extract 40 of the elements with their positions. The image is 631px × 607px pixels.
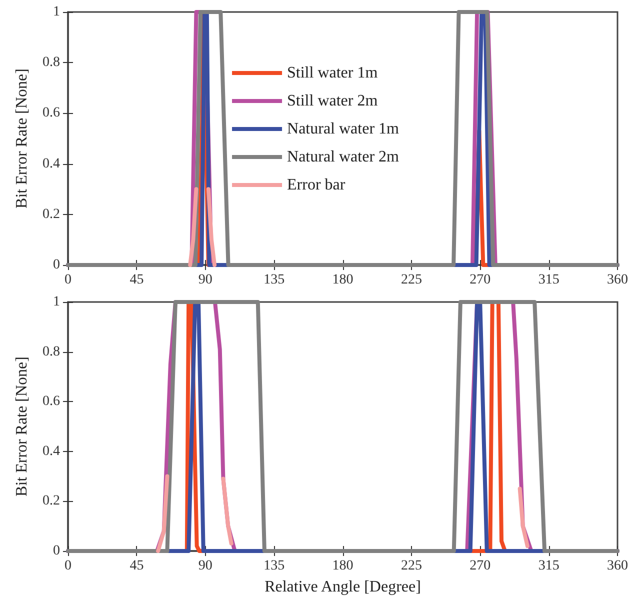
- legend-label: Still water 2m: [287, 92, 378, 110]
- x-tick-label: 225: [400, 272, 422, 288]
- y-tick-label: 0.6: [42, 106, 60, 121]
- legend-label: Error bar: [287, 176, 346, 194]
- y-axis-title: Bit Error Rate [None]: [14, 356, 30, 496]
- y-axis-title: Bit Error Rate [None]: [14, 68, 30, 208]
- x-tick-label: 90: [198, 558, 212, 574]
- x-tick-label: 315: [538, 272, 560, 288]
- x-tick-label: 180: [332, 558, 354, 574]
- line-series: [66, 300, 620, 553]
- x-tick-label: 0: [64, 558, 72, 574]
- x-tick-label: 180: [332, 272, 354, 288]
- y-tick-label: 0.2: [42, 206, 60, 222]
- y-tick-label: 0: [53, 258, 60, 272]
- legend-label: Natural water 2m: [287, 148, 400, 166]
- x-tick-label: 0: [64, 272, 72, 288]
- y-tick-label: 0.4: [42, 156, 60, 172]
- legend-label: Natural water 1m: [287, 120, 400, 138]
- x-tick-label: 360: [607, 272, 628, 288]
- legend-label: Still water 1m: [287, 64, 378, 82]
- x-tick-label: 45: [130, 272, 144, 288]
- x-tick-label: 315: [538, 558, 560, 574]
- y-tick-label: 0.6: [42, 394, 60, 410]
- x-axis-title: Relative Angle [Degree]: [264, 578, 421, 596]
- y-tick-label: 0: [53, 544, 60, 558]
- y-tick-label: 0.4: [42, 444, 60, 459]
- x-tick-label: 135: [264, 272, 285, 288]
- x-tick-label: 270: [470, 272, 491, 288]
- x-tick-label: 360: [607, 558, 628, 574]
- y-tick-label: 0.8: [42, 55, 60, 70]
- y-tick-label: 1: [53, 4, 60, 20]
- y-tick-label: 1: [53, 294, 60, 310]
- x-tick-label: 135: [264, 558, 285, 574]
- y-tick-label: 0.2: [42, 494, 60, 509]
- x-tick-label: 270: [470, 558, 491, 574]
- x-tick-label: 45: [130, 558, 144, 574]
- line-series: [66, 10, 620, 267]
- x-tick-label: 90: [198, 272, 212, 288]
- y-tick-label: 0.8: [42, 344, 60, 360]
- x-tick-label: 225: [400, 558, 422, 574]
